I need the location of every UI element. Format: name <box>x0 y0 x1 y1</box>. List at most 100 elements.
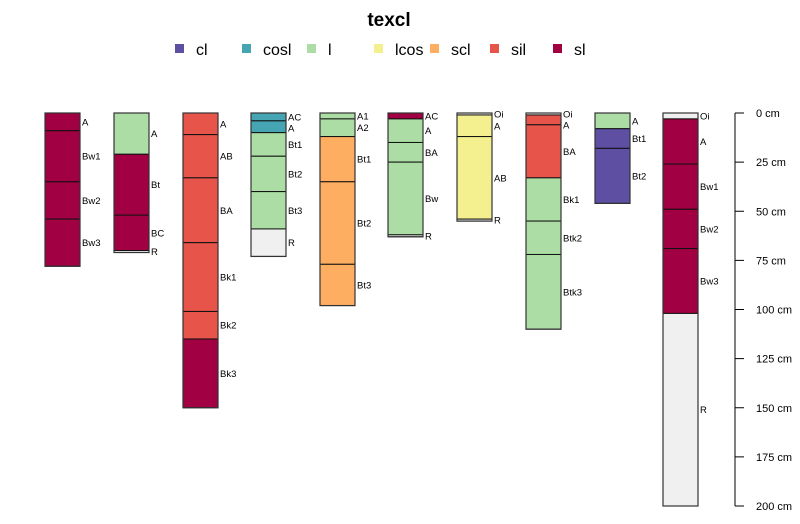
horizon-Bt2 <box>250 155 287 193</box>
horizon-Bw2 <box>44 181 81 220</box>
horizon-label: Bt3 <box>288 206 302 217</box>
axis-tick-label: 200 cm <box>756 501 792 513</box>
horizon-label: Bt2 <box>288 169 302 180</box>
legend-label-sl: sl <box>574 42 586 59</box>
horizon-label: Oi <box>563 109 573 120</box>
legend-swatch-sl <box>553 44 562 53</box>
profile-outline <box>113 112 150 254</box>
axis-tick-label: 75 cm <box>756 255 786 267</box>
horizon-Bt3 <box>319 263 356 307</box>
horizon-Bw3 <box>662 248 699 314</box>
horizon-BC <box>113 214 150 252</box>
soil-profile-4: ACA Bt1 Bt2 Bt3 R <box>250 112 302 258</box>
horizon-A <box>456 114 493 138</box>
legend-swatch-lcos <box>374 44 383 53</box>
horizon-A <box>525 114 562 126</box>
horizon-label: AB <box>220 152 233 163</box>
profile-outline <box>456 112 493 222</box>
horizon-label: A <box>288 123 295 134</box>
horizon-Bk2 <box>182 310 219 340</box>
horizon-A <box>182 112 219 136</box>
horizon-label: Bt1 <box>288 140 302 151</box>
horizon-Bw3 <box>44 218 81 267</box>
horizon-Bw2 <box>662 208 699 250</box>
horizon-label: Bt <box>151 180 160 191</box>
legend-label-sil: sil <box>511 42 526 59</box>
horizon-label: Bw1 <box>700 182 718 193</box>
horizon-Bw <box>387 161 424 236</box>
horizon-label: Bt3 <box>357 280 371 291</box>
axis-tick-label: 100 cm <box>756 305 792 317</box>
horizon-label: R <box>288 238 295 249</box>
horizon-label: Bw3 <box>82 238 100 249</box>
horizon-R <box>662 312 699 507</box>
horizon-Bk1 <box>182 242 219 312</box>
horizon-A <box>594 112 631 130</box>
horizon-Bt1 <box>250 132 287 157</box>
horizon-BA <box>387 141 424 163</box>
profile-outline <box>594 112 631 204</box>
horizon-label: Bt2 <box>357 219 371 230</box>
legend-swatch-l <box>307 44 316 53</box>
horizon-label: A <box>220 119 227 130</box>
profile-outline <box>250 112 287 258</box>
horizon-label: R <box>151 247 158 258</box>
horizon-AB <box>182 134 219 179</box>
horizon-AB <box>456 136 493 220</box>
profile-outline <box>319 112 356 307</box>
axis-tick-label: 0 cm <box>756 108 780 120</box>
horizon-label: Btk3 <box>563 287 582 298</box>
horizon-label: Bk2 <box>220 321 236 332</box>
horizon-label: Bw2 <box>82 196 100 207</box>
horizon-label: BA <box>563 147 576 158</box>
horizon-label: R <box>425 231 432 242</box>
horizon-BA <box>182 177 219 244</box>
horizon-A <box>250 120 287 134</box>
horizon-A1 <box>319 112 356 120</box>
horizon-BA <box>525 124 562 179</box>
legend-swatch-sil <box>490 44 499 53</box>
horizon-label: Bk3 <box>220 369 236 380</box>
horizon-label: A <box>425 126 432 137</box>
horizon-label: AC <box>425 111 438 122</box>
horizon-label: A <box>494 121 501 132</box>
horizon-Oi <box>662 112 699 120</box>
horizon-label: A2 <box>357 123 369 134</box>
soil-profile-6: AC A BA Bw R <box>387 111 438 242</box>
legend-label-lcos: lcos <box>395 42 423 59</box>
horizon-label: AC <box>288 112 301 123</box>
soil-profile-10: Oi A Bw1 Bw2 Bw3 R <box>662 111 718 507</box>
horizon-label: BA <box>220 206 233 217</box>
profile-outline <box>44 112 81 267</box>
legend-swatch-scl <box>430 44 439 53</box>
legend-label-scl: scl <box>451 42 471 59</box>
profile-outline <box>182 112 219 409</box>
soil-profile-2: A Bt BC R <box>113 112 164 258</box>
horizon-label: Bw2 <box>700 224 718 235</box>
legend: cl cosl l lcos scl sil sl <box>175 42 586 59</box>
horizon-Btk3 <box>525 253 562 330</box>
horizon-label: Btk2 <box>563 233 582 244</box>
soil-profile-1: A Bw1 Bw2 Bw3 <box>44 112 100 267</box>
horizon-label: A <box>700 137 707 148</box>
horizon-label: Oi <box>494 109 504 120</box>
horizon-Bt3 <box>250 191 287 230</box>
horizon-label: Bt2 <box>632 171 646 182</box>
axis-tick-label: 50 cm <box>756 206 786 218</box>
axis-tick-label: 25 cm <box>756 157 786 169</box>
horizon-label: Bk1 <box>220 273 236 284</box>
horizon-A2 <box>319 118 356 138</box>
horizon-label: Bk1 <box>563 195 579 206</box>
horizon-A <box>44 112 81 132</box>
axis-tick-label: 175 cm <box>756 452 792 464</box>
horizon-Bt1 <box>594 128 631 149</box>
horizon-Btk2 <box>525 220 562 255</box>
horizon-label: Bw3 <box>700 277 718 288</box>
horizon-label: Bt1 <box>357 155 371 166</box>
horizon-A <box>113 112 150 155</box>
horizon-AC <box>387 112 424 120</box>
horizon-A <box>662 118 699 165</box>
horizon-label: Oi <box>700 111 710 122</box>
